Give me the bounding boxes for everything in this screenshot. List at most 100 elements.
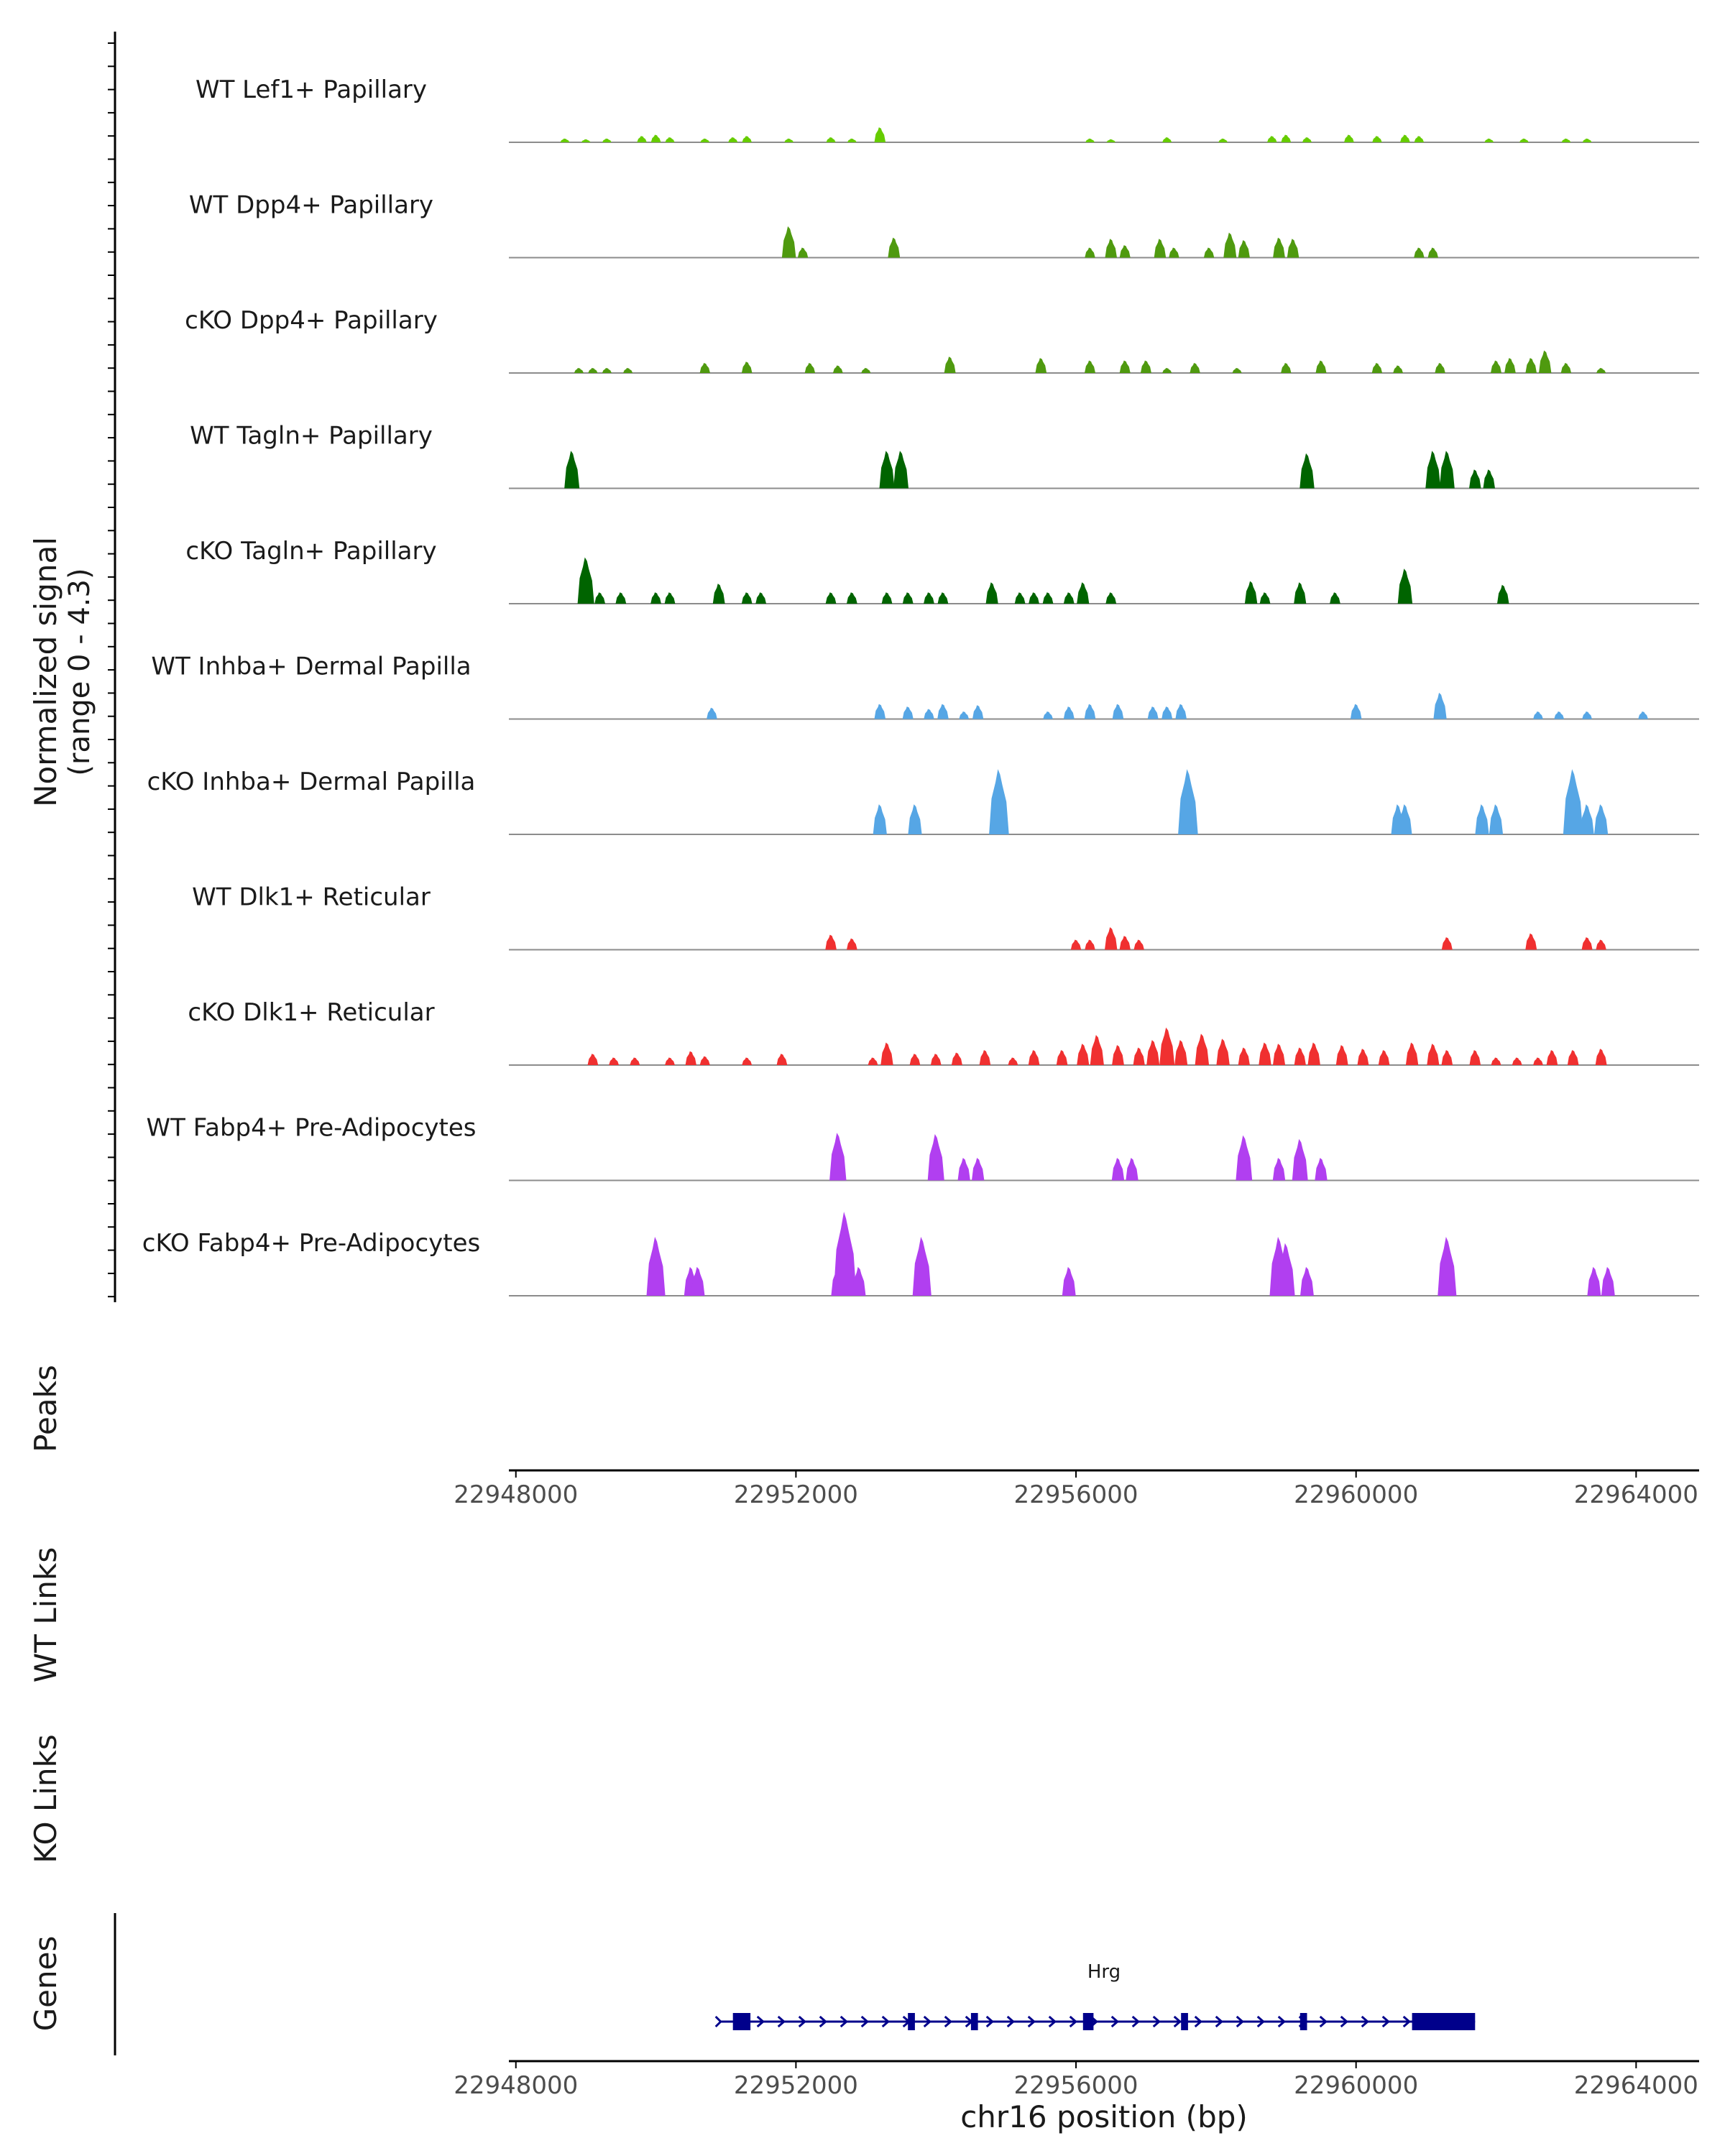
x-tick-label: 22956000 xyxy=(1014,1480,1138,1509)
signal-peak xyxy=(741,361,753,373)
signal-peak xyxy=(1062,1266,1076,1296)
signal-peak xyxy=(1484,138,1494,142)
signal-peak xyxy=(1112,704,1124,719)
signal-peak xyxy=(741,592,753,604)
signal-peak xyxy=(1292,1138,1308,1181)
signal-peak xyxy=(1223,232,1237,258)
x-tick-label-bottom: 22964000 xyxy=(1574,2071,1698,2100)
signal-peak xyxy=(1077,1044,1090,1065)
signal-peak xyxy=(1393,365,1403,373)
signal-peak xyxy=(1154,239,1167,258)
peaks-panel-label: Peaks xyxy=(28,1365,63,1452)
strand-arrow xyxy=(819,2015,827,2028)
signal-peak xyxy=(1175,704,1187,719)
signal-peak xyxy=(972,705,984,719)
track-label: WT Dlk1+ Reticular xyxy=(192,883,431,912)
signal-peak xyxy=(755,592,766,604)
signal-peak xyxy=(852,1266,866,1296)
signal-peak xyxy=(1554,711,1565,719)
gene-exon xyxy=(732,2013,751,2030)
signal-peak xyxy=(1330,592,1340,604)
signal-peak xyxy=(1090,1035,1104,1065)
gene-exon xyxy=(1300,2013,1307,2030)
signal-peak xyxy=(1259,592,1271,604)
strand-arrow xyxy=(1194,2015,1202,2028)
signal-peak xyxy=(699,1056,710,1065)
signal-peak xyxy=(602,368,612,373)
gene-name-label: Hrg xyxy=(1087,1961,1121,1983)
signal-peak xyxy=(1425,451,1441,489)
signal-peak xyxy=(1232,368,1242,373)
signal-peak xyxy=(700,138,710,142)
signal-peak xyxy=(1491,360,1501,373)
signal-peak xyxy=(1281,134,1292,142)
signal-peak xyxy=(1433,692,1447,719)
signal-peak xyxy=(712,584,725,604)
signal-peak xyxy=(560,138,570,142)
signal-peak xyxy=(879,451,895,489)
strand-arrow xyxy=(1236,2015,1244,2028)
gene-exon xyxy=(908,2013,915,2030)
signal-peak xyxy=(1281,363,1292,373)
x-tick-label: 22964000 xyxy=(1574,1480,1698,1509)
signal-peak xyxy=(776,1054,788,1065)
signal-peak xyxy=(1085,247,1095,258)
signal-peak xyxy=(1497,584,1509,604)
signal-peak xyxy=(1133,939,1144,950)
signal-peak xyxy=(912,1237,932,1296)
gene-exon xyxy=(1082,2013,1094,2030)
signal-peak xyxy=(581,139,591,142)
signal-peak xyxy=(937,704,949,719)
x-tick-label-bottom: 22948000 xyxy=(454,2071,578,2100)
signal-peak xyxy=(979,1050,991,1065)
signal-peak xyxy=(1162,706,1173,719)
strand-arrow xyxy=(798,2015,806,2028)
signal-peak xyxy=(1085,360,1095,373)
signal-peak xyxy=(902,706,914,719)
signal-peak xyxy=(577,557,594,604)
signal-peak xyxy=(1405,1042,1419,1065)
signal-peak xyxy=(1491,1057,1501,1065)
signal-peak xyxy=(847,938,857,950)
signal-peak xyxy=(1126,1158,1138,1181)
signal-peak xyxy=(1489,804,1504,834)
signal-peak xyxy=(1085,138,1095,142)
signal-peak xyxy=(1147,706,1159,719)
signal-peak xyxy=(1244,581,1258,604)
track-label: WT Dpp4+ Papillary xyxy=(189,191,433,220)
signal-peak xyxy=(707,707,717,719)
signal-peak xyxy=(1335,1045,1348,1065)
signal-peak xyxy=(1162,137,1172,142)
signal-peak xyxy=(1533,1057,1543,1065)
signal-peak xyxy=(1400,134,1410,142)
signal-peak xyxy=(1539,350,1552,373)
x-tick-label: 22960000 xyxy=(1294,1480,1418,1509)
signal-peak xyxy=(1273,1044,1286,1065)
signal-peak xyxy=(826,137,836,142)
signal-peak xyxy=(909,1054,921,1065)
signal-peak xyxy=(594,592,605,604)
signal-peak xyxy=(1029,592,1039,604)
signal-peak xyxy=(902,592,914,604)
signal-peak xyxy=(1190,363,1200,373)
signal-peak xyxy=(1294,582,1307,604)
strand-arrow xyxy=(1006,2015,1015,2028)
signal-peak xyxy=(1111,1158,1125,1181)
signal-peak xyxy=(797,247,809,258)
signal-peak xyxy=(1106,139,1116,142)
signal-peak xyxy=(861,368,871,373)
signal-peak xyxy=(1469,469,1481,489)
track-label: WT Tagln+ Papillary xyxy=(190,422,433,451)
signal-peak xyxy=(1427,247,1438,258)
signal-peak xyxy=(1315,360,1327,373)
signal-peak xyxy=(588,368,598,373)
signal-peak xyxy=(1427,1044,1440,1065)
signal-peak xyxy=(1581,937,1593,950)
signal-peak xyxy=(1475,804,1489,834)
signal-peak xyxy=(1159,1027,1175,1065)
signal-peak xyxy=(1216,1038,1230,1065)
signal-peak xyxy=(1582,711,1592,719)
signal-peak xyxy=(1140,360,1151,373)
signal-peak xyxy=(602,138,612,142)
signal-peak xyxy=(1601,1266,1615,1296)
